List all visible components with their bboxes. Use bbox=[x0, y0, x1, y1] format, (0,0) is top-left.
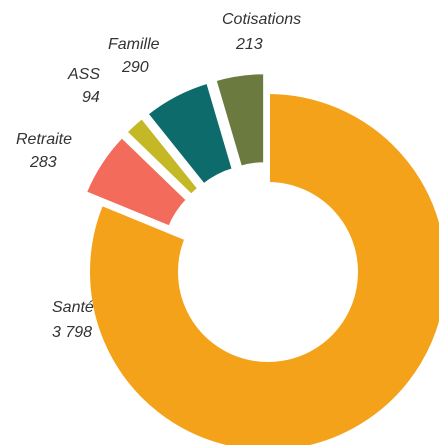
slice-label: ASS bbox=[67, 66, 100, 83]
slice-value: 94 bbox=[82, 89, 100, 106]
slice-value: 3 798 bbox=[52, 324, 92, 341]
slice-label: Santé bbox=[52, 299, 94, 316]
slice bbox=[122, 113, 203, 199]
slice-label: Retraite bbox=[16, 131, 72, 148]
slice bbox=[82, 133, 191, 231]
slice-value: 290 bbox=[121, 59, 149, 76]
slice-value: 283 bbox=[29, 154, 57, 171]
slice-value: 213 bbox=[235, 36, 263, 53]
slice bbox=[143, 79, 237, 189]
slice bbox=[211, 70, 268, 171]
slice-label: Cotisations bbox=[222, 11, 301, 28]
slice bbox=[86, 89, 439, 445]
slice-label: Famille bbox=[108, 36, 160, 53]
